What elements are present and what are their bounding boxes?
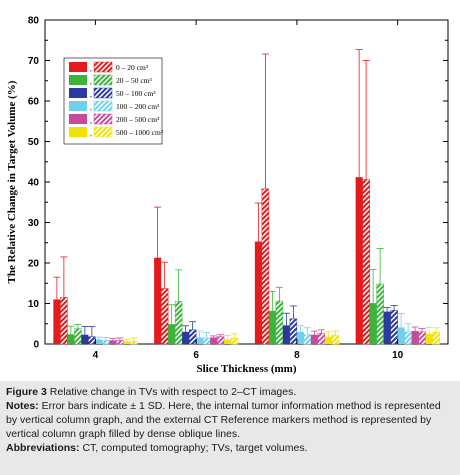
bar-hatched-3-3 <box>376 283 384 345</box>
legend-swatch-hatched <box>93 126 113 138</box>
legend-separator: , <box>90 116 92 125</box>
y-tick-label: 50 <box>28 137 40 148</box>
bar-hatched-0-3 <box>74 328 82 345</box>
bar-hatched-2-5 <box>289 318 298 345</box>
x-tick-label: 6 <box>193 350 199 361</box>
y-axis-title: The Relative Change in Target Volume (%) <box>6 80 18 283</box>
bar-solid-3-0 <box>355 177 363 344</box>
bar-hatched-2-1 <box>261 188 270 345</box>
bar-hatched-1-9 <box>216 336 225 345</box>
legend-separator: , <box>90 90 92 99</box>
bar-hatched-2-3 <box>275 300 284 345</box>
bar-hatched-2-11 <box>331 334 340 345</box>
bar-hatched-0-7 <box>102 340 110 345</box>
bar-hatched-0-11 <box>130 340 138 345</box>
notes-line: Notes: Error bars indicate ± 1 SD. Here,… <box>6 399 454 441</box>
legend-swatch-solid <box>69 62 87 72</box>
bar-solid-3-6 <box>397 327 405 344</box>
y-tick-label: 10 <box>28 299 40 310</box>
bar-chart: 0 10 20 30 40 50 60 70 80 The Relative Change in … <box>6 16 449 375</box>
legend-label: 0 – 20 cm³ <box>116 63 149 72</box>
figure-caption-line: Figure 3 Relative change in TVs with res… <box>6 385 454 399</box>
abbreviations-line: Abbreviations: CT, computed tomography; … <box>6 441 454 455</box>
legend-separator: , <box>90 103 92 112</box>
bar-hatched-1-1 <box>160 288 169 345</box>
bar-solid-0-8 <box>109 340 117 344</box>
bar-hatched-3-7 <box>404 331 412 345</box>
legend-swatch-hatched <box>93 113 113 125</box>
abbreviations-text: CT, computed tomography; TVs, target vol… <box>82 442 308 454</box>
x-axis-title: Slice Thickness (mm) <box>196 363 296 375</box>
legend-label: 20 – 50 cm³ <box>116 76 153 85</box>
y-tick-label: 80 <box>28 16 40 27</box>
bar-hatched-3-11 <box>432 332 440 345</box>
legend-swatch-solid <box>69 127 87 137</box>
bar-hatched-2-9 <box>317 332 326 345</box>
bar-solid-2-2 <box>268 310 276 344</box>
bar-hatched-3-5 <box>390 310 398 345</box>
figure-text: Relative change in TVs with respect to 2… <box>49 386 297 398</box>
y-tick-label: 70 <box>28 56 40 67</box>
bar-solid-3-10 <box>425 333 433 344</box>
chart-figure: 0 10 20 30 40 50 60 70 80 The Relative Change in … <box>6 16 449 375</box>
x-tick-label: 10 <box>392 350 404 361</box>
legend-swatch-solid <box>69 75 87 85</box>
bar-solid-1-2 <box>168 324 176 344</box>
legend-swatch-solid <box>69 88 87 98</box>
legend-separator: , <box>90 129 92 138</box>
bar-solid-3-4 <box>383 311 391 344</box>
bar-solid-0-0 <box>53 299 61 344</box>
legend-swatch-hatched <box>93 74 113 86</box>
legend-swatch-solid <box>69 101 87 111</box>
bar-solid-0-10 <box>123 341 131 344</box>
bar-hatched-1-7 <box>202 337 211 345</box>
bar-hatched-0-9 <box>116 340 124 345</box>
figure-label: Figure 3 <box>6 386 47 398</box>
y-tick-label: 30 <box>28 218 40 229</box>
bar-solid-2-10 <box>324 336 332 344</box>
bar-solid-2-4 <box>282 325 290 344</box>
bar-solid-1-0 <box>154 257 162 344</box>
notes-label: Notes: <box>6 400 39 412</box>
y-tick-label: 40 <box>28 178 40 189</box>
bar-solid-0-6 <box>95 339 103 344</box>
legend-label: 100 – 200 cm³ <box>116 102 160 111</box>
bar-hatched-1-5 <box>188 329 197 345</box>
bar-solid-2-6 <box>296 331 304 344</box>
bar-hatched-2-7 <box>303 334 312 345</box>
legend-label: 500 – 1000 cm³ <box>116 128 164 137</box>
bar-solid-0-2 <box>67 334 75 344</box>
y-tick-label: 20 <box>28 259 40 270</box>
legend-separator: , <box>90 77 92 86</box>
bar-solid-1-4 <box>182 331 190 344</box>
x-tick-label: 4 <box>93 350 99 361</box>
legend-swatch-hatched <box>93 100 113 112</box>
abbreviations-label: Abbreviations: <box>6 442 80 454</box>
legend-swatch-hatched <box>93 87 113 99</box>
bar-solid-3-8 <box>411 331 419 344</box>
notes-text: Error bars indicate ± 1 SD. Here, the in… <box>6 400 441 440</box>
bar-solid-2-0 <box>254 241 262 344</box>
bar-solid-1-6 <box>196 337 204 344</box>
bar-solid-2-8 <box>310 334 318 344</box>
bar-solid-1-8 <box>210 337 218 344</box>
bar-solid-3-2 <box>369 303 377 344</box>
legend-swatch-solid <box>69 114 87 124</box>
bar-hatched-1-3 <box>174 301 183 345</box>
legend-label: 50 – 100 cm³ <box>116 89 156 98</box>
x-tick-label: 8 <box>294 350 300 361</box>
bar-hatched-3-9 <box>418 331 426 345</box>
legend-swatch-hatched <box>93 61 113 73</box>
bar-hatched-0-5 <box>88 336 96 345</box>
bar-hatched-1-11 <box>230 338 239 345</box>
bar-solid-1-10 <box>224 339 232 344</box>
bar-hatched-0-1 <box>60 297 68 345</box>
figure-caption: Figure 3 Relative change in TVs with res… <box>0 381 460 475</box>
bar-solid-0-4 <box>81 334 89 344</box>
legend-label: 200 – 500 cm³ <box>116 115 160 124</box>
legend-separator: , <box>90 64 92 73</box>
bar-hatched-3-1 <box>362 179 370 345</box>
y-tick-label: 60 <box>28 97 40 108</box>
y-tick-label: 0 <box>33 340 39 351</box>
